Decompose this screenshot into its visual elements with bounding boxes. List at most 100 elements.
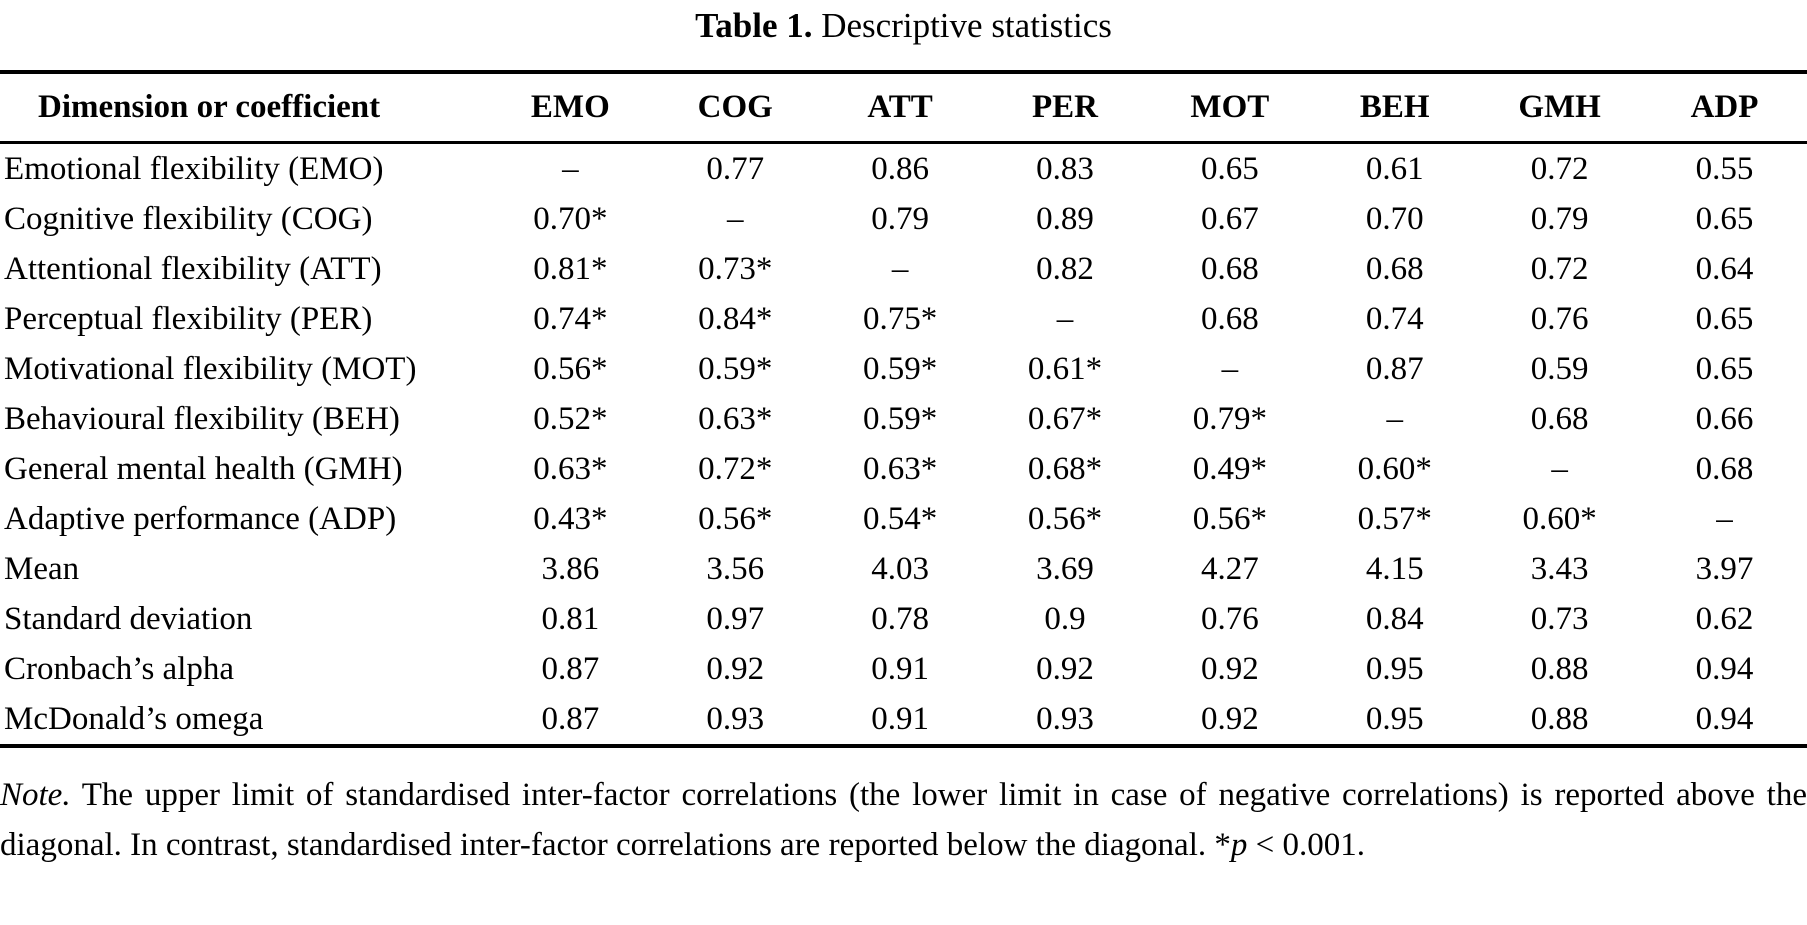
table-cell: 0.75* (862, 300, 938, 337)
table-cell: – (1716, 500, 1733, 537)
row-label: Cognitive flexibility (COG) (4, 200, 373, 237)
table-cell: 0.56* (1192, 500, 1267, 537)
header-col-mot: MOT (1190, 89, 1270, 125)
row-label: Adaptive performance (ADP) (4, 500, 397, 537)
table-cell: 0.63* (533, 450, 608, 487)
table-caption-text: Descriptive statistics (812, 6, 1112, 45)
row-label: Motivational flexibility (MOT) (4, 350, 417, 387)
table-cell: 0.76 (1200, 600, 1259, 637)
table-cell: 0.65 (1695, 300, 1754, 337)
table-cell: 0.62 (1695, 600, 1754, 637)
table-cell: 0.97 (706, 600, 765, 637)
table-cell: 0.68 (1200, 300, 1259, 337)
table-cell: 0.59 (1530, 350, 1589, 387)
table-row: Attentional flexibility (ATT) 0.81* 0.73* –… (0, 244, 1807, 294)
table-cell: 0.74 (1365, 300, 1424, 337)
table-cell: 0.67* (1027, 400, 1103, 437)
table-row: McDonald’s omega 0.87 0.93 0.91 0.93 0.92 0.95… (0, 694, 1807, 746)
table-cell: 0.79* (1192, 400, 1267, 437)
table-cell: 4.27 (1200, 550, 1259, 587)
header-col-cog: COG (697, 89, 773, 125)
row-label: General mental health (GMH) (4, 450, 403, 487)
table-cell: 0.63* (698, 400, 773, 437)
header-row: Dimension or coefficient EMO COG ATT PER MOT… (0, 72, 1807, 143)
header-col-gmh: GMH (1518, 89, 1601, 125)
header-col-per: PER (1031, 89, 1098, 125)
table-cell: 0.68 (1365, 250, 1424, 287)
table-cell: 0.43* (533, 500, 608, 537)
table-cell: 0.87 (1365, 350, 1424, 387)
table-cell: 0.54* (862, 500, 938, 537)
table-row: Standard deviation 0.81 0.97 0.78 0.9 0.76 0.8… (0, 594, 1807, 644)
table-row: Behavioural flexibility (BEH) 0.52* 0.63* 0… (0, 394, 1807, 444)
header-col-att: ATT (867, 89, 933, 125)
table-cell: 0.63* (862, 450, 938, 487)
note-text-segment: The upper limit of standardised inter-fa… (0, 777, 1807, 863)
table-cell: 0.70 (1365, 200, 1424, 237)
table-cell: 0.55 (1695, 150, 1754, 187)
header-col-emo: EMO (530, 89, 610, 125)
table-row: Mean 3.86 3.56 4.03 3.69 4.27 4.15 3.43 3.97 (0, 544, 1807, 594)
row-label: Perceptual flexibility (PER) (4, 300, 373, 337)
table-cell: 0.59* (862, 400, 938, 437)
table-cell: 0.79 (1530, 200, 1589, 237)
table-cell: 0.9 (1044, 600, 1086, 637)
table-cell: 0.67 (1200, 200, 1259, 237)
table-cell: 0.74* (533, 300, 608, 337)
table-cell: 0.93 (1036, 700, 1094, 737)
table-cell: 0.73 (1530, 600, 1589, 637)
table-cell: 0.87 (541, 700, 600, 737)
table-cell: 0.68 (1530, 400, 1589, 437)
table-cell: 0.72 (1530, 250, 1589, 287)
table-cell: – (562, 150, 579, 187)
table-caption-label: Table 1. (695, 6, 813, 45)
table-cell: 0.56* (1027, 500, 1103, 537)
table-cell: 4.03 (871, 550, 929, 587)
table-cell: 3.69 (1036, 550, 1094, 587)
table-cell: 0.91 (871, 650, 929, 687)
table-cell: 0.78 (871, 600, 929, 637)
note-italic-segment: p (1230, 827, 1248, 863)
table-cell: 0.65 (1695, 350, 1754, 387)
table-cell: 0.66 (1695, 400, 1754, 437)
table-cell: 0.56* (698, 500, 773, 537)
table-row: Motivational flexibility (MOT) 0.56* 0.59*… (0, 344, 1807, 394)
table-note: Note. The upper limit of standardised in… (0, 770, 1807, 870)
table-cell: 0.61* (1027, 350, 1103, 387)
table-cell: – (891, 250, 909, 287)
table-cell: 0.70* (533, 200, 608, 237)
table-cell: 3.56 (706, 550, 765, 587)
header-col-adp: ADP (1690, 89, 1759, 125)
table-cell: – (726, 200, 744, 237)
table-cell: 0.65 (1695, 200, 1754, 237)
table-cell: – (1221, 350, 1239, 387)
table-cell: 3.86 (541, 550, 600, 587)
table-cell: 0.91 (871, 700, 929, 737)
table-cell: 0.86 (871, 150, 929, 187)
row-label: Attentional flexibility (ATT) (4, 250, 382, 287)
table-cell: 0.92 (1200, 700, 1259, 737)
table-cell: 0.68* (1027, 450, 1103, 487)
table-cell: 0.88 (1530, 650, 1589, 687)
table-cell: 0.56* (533, 350, 608, 387)
table-cell: 0.73* (698, 250, 773, 287)
row-label: Mean (4, 550, 80, 587)
table-cell: 0.72* (698, 450, 773, 487)
table-header: Dimension or coefficient EMO COG ATT PER MOT… (0, 72, 1807, 143)
table-cell: 0.57* (1357, 500, 1432, 537)
table-cell: – (1551, 450, 1568, 487)
table-row: Emotional flexibility (EMO) – 0.77 0.86 0.83… (0, 143, 1807, 195)
table-cell: 0.84 (1365, 600, 1424, 637)
table-cell: 0.79 (871, 200, 929, 237)
table-row: Cronbach’s alpha 0.87 0.92 0.91 0.92 0.92 0.95… (0, 644, 1807, 694)
table-cell: 0.93 (706, 700, 765, 737)
row-label: Cronbach’s alpha (4, 650, 235, 687)
table-cell: 0.60* (1357, 450, 1432, 487)
table-cell: 0.94 (1695, 700, 1754, 737)
table-cell: 0.60* (1522, 500, 1597, 537)
table-cell: 0.89 (1036, 200, 1094, 237)
table-cell: 0.92 (1036, 650, 1094, 687)
note-text-segment: < 0.001. (1247, 827, 1365, 863)
table-cell: 4.15 (1365, 550, 1424, 587)
